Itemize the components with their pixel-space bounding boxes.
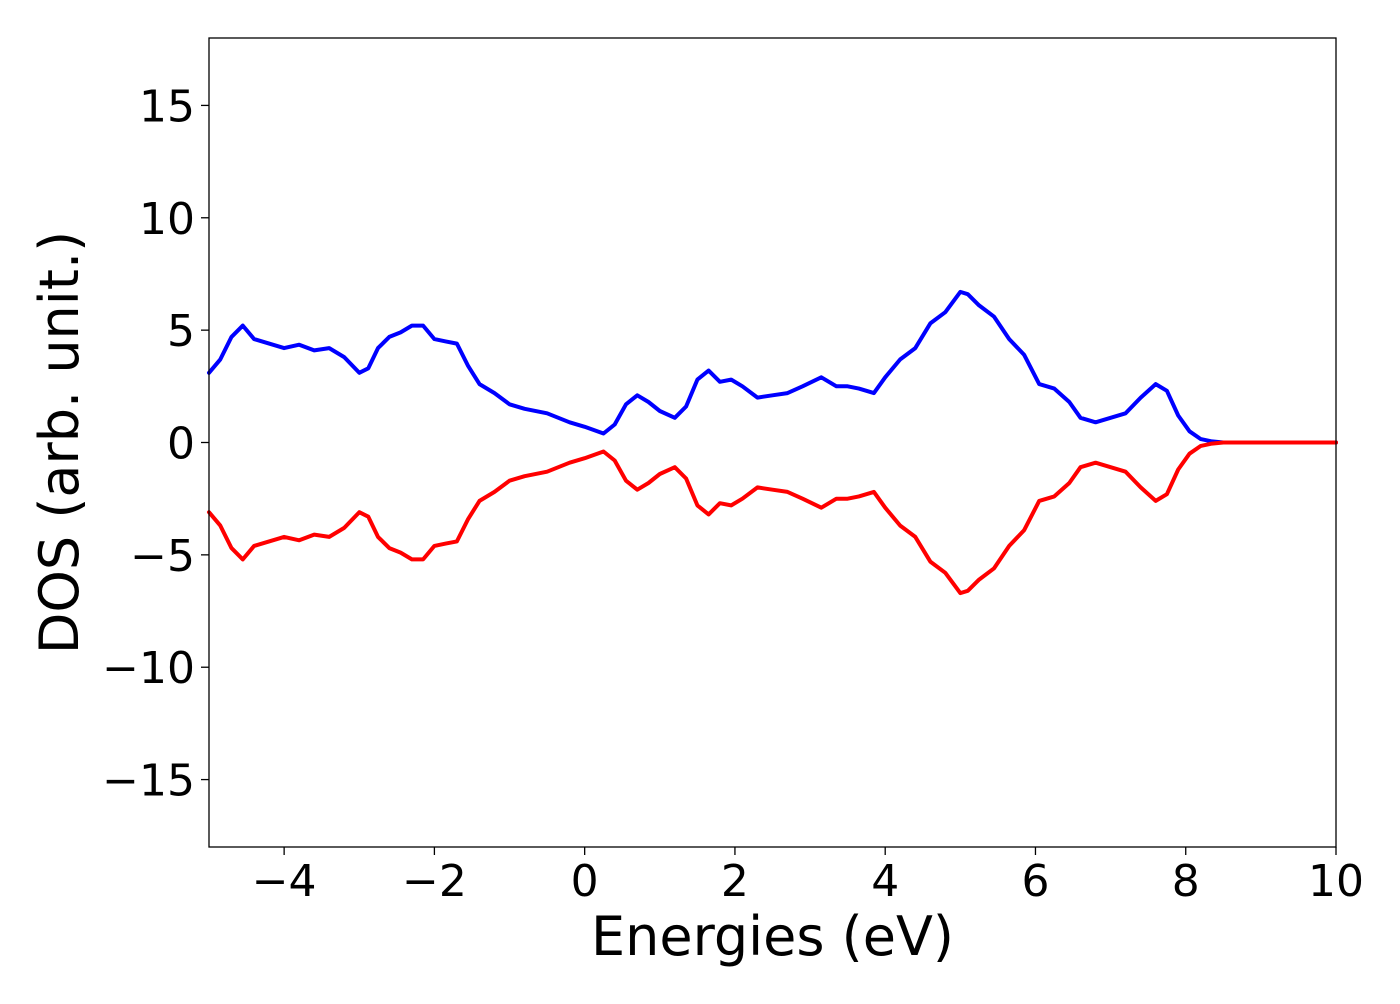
x-tick-label: 10 [1308, 856, 1364, 907]
y-axis: −15 −10 −5 0 5 10 15 [102, 81, 209, 807]
x-tick-label: 4 [871, 856, 899, 907]
y-tick-label: −10 [102, 643, 195, 694]
x-tick-label: −2 [402, 856, 467, 907]
dos-series-line-0 [207, 289, 1338, 445]
y-tick-label: 10 [139, 194, 195, 245]
x-tick-label: 6 [1021, 856, 1049, 907]
x-tick-label: 8 [1172, 856, 1200, 907]
x-axis: −4 −2 0 2 4 6 8 10 [252, 847, 1364, 907]
x-tick-label: 2 [721, 856, 749, 907]
dos-series-line-1 [207, 440, 1338, 596]
y-tick-label: 5 [167, 306, 195, 357]
y-axis-title: DOS (arb. unit.) [28, 231, 91, 654]
y-tick-label: 15 [139, 81, 195, 132]
plot-area-frame [208, 37, 1337, 848]
series-layer [207, 289, 1338, 596]
x-tick-label: 0 [571, 856, 599, 907]
y-tick-label: 0 [167, 419, 195, 470]
y-tick-label: −15 [102, 756, 195, 807]
x-axis-title: Energies (eV) [591, 905, 954, 968]
y-tick-label: −5 [130, 531, 195, 582]
x-tick-label: −4 [252, 856, 317, 907]
